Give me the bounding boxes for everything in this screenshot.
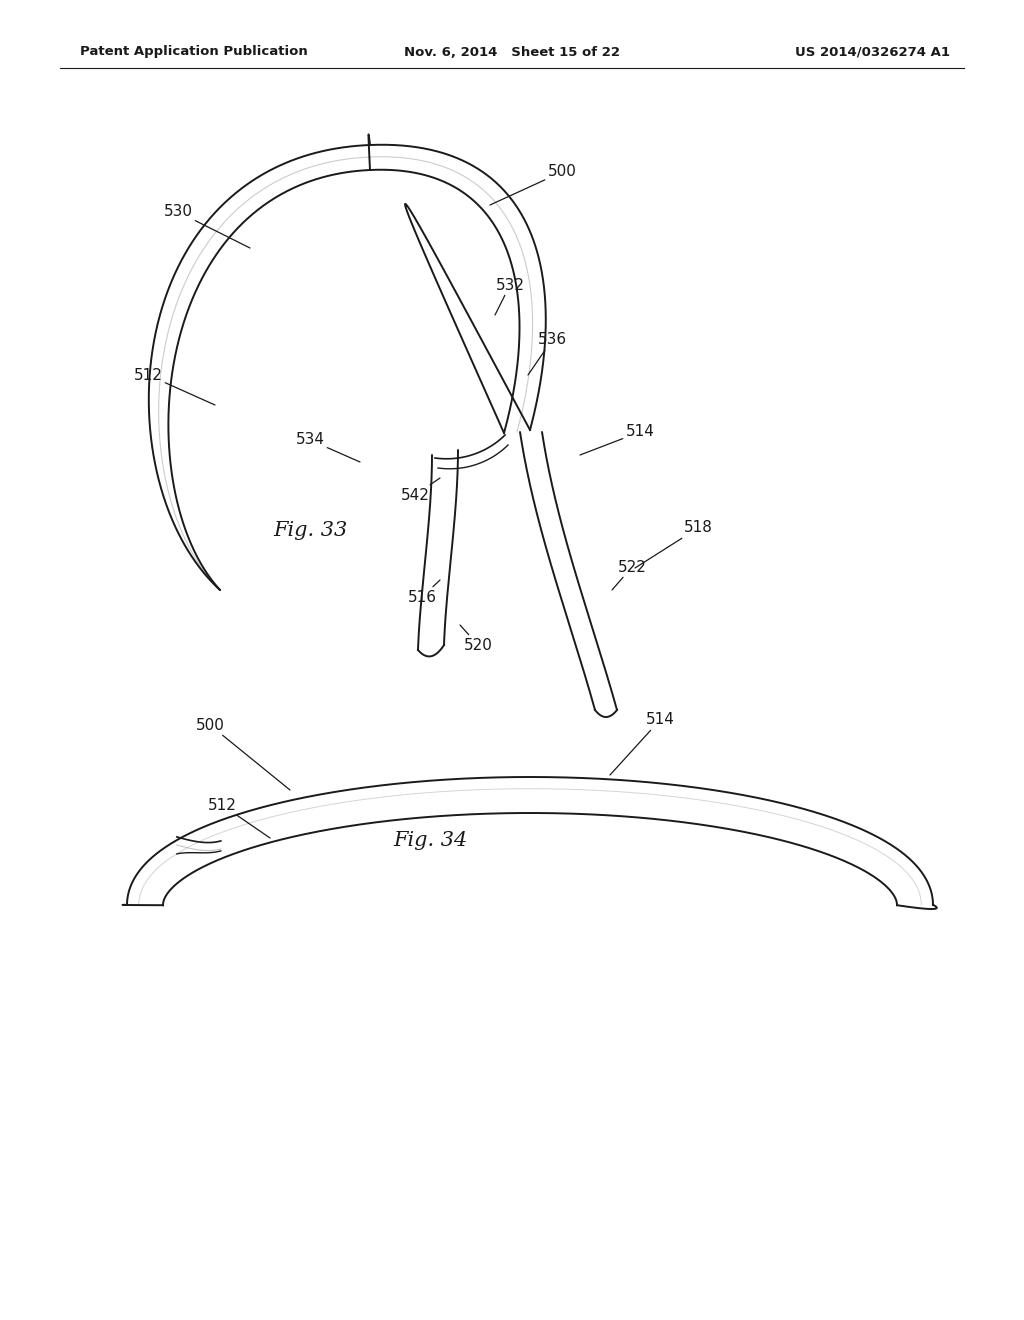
Text: 530: 530 <box>164 205 250 248</box>
Text: Fig. 33: Fig. 33 <box>272 520 347 540</box>
Text: 512: 512 <box>133 367 215 405</box>
Text: 500: 500 <box>490 165 577 205</box>
Text: 520: 520 <box>460 624 493 652</box>
Text: 534: 534 <box>296 433 360 462</box>
Text: 500: 500 <box>196 718 290 789</box>
Text: 516: 516 <box>408 579 440 605</box>
Text: 512: 512 <box>208 797 270 838</box>
Text: 542: 542 <box>400 478 440 503</box>
Text: Patent Application Publication: Patent Application Publication <box>80 45 308 58</box>
Text: 518: 518 <box>635 520 713 568</box>
Text: Nov. 6, 2014   Sheet 15 of 22: Nov. 6, 2014 Sheet 15 of 22 <box>404 45 620 58</box>
Text: 532: 532 <box>495 277 524 315</box>
Text: 514: 514 <box>610 713 675 775</box>
Text: 522: 522 <box>612 560 646 590</box>
Text: 514: 514 <box>580 425 654 455</box>
Text: Fig. 34: Fig. 34 <box>393 830 467 850</box>
Text: US 2014/0326274 A1: US 2014/0326274 A1 <box>795 45 950 58</box>
Text: 536: 536 <box>528 333 566 375</box>
